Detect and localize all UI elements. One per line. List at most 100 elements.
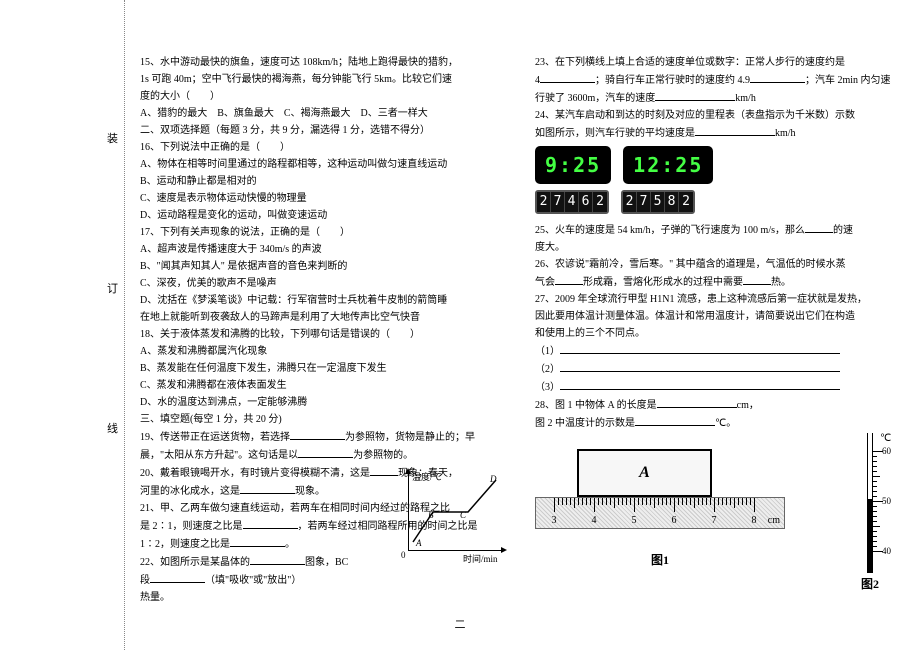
text: 是 2∶1，则速度之比是 xyxy=(140,521,243,532)
q16-opt: D、运动路程是变化的运动，叫做变速运动 xyxy=(140,208,505,224)
q18-opt: C、蒸发和沸腾都在液体表面发生 xyxy=(140,378,505,394)
q22: 段（填"吸收"或"放出"） xyxy=(140,572,370,589)
q16-opt: B、运动和静止都是相对的 xyxy=(140,174,505,190)
q18-opt: B、蒸发能在任何温度下发生，沸腾只在一定温度下发生 xyxy=(140,361,505,377)
q22: 热量。 xyxy=(140,590,370,606)
text: 形成霜，雪熔化形成水的过程中需要 xyxy=(583,277,743,288)
section-3-header: 三、填空题(每空 1 分，共 20 分) xyxy=(140,412,505,428)
q17-opt: A、超声波是传播速度大于 340m/s 的声波 xyxy=(140,242,505,258)
odo-digit: 7 xyxy=(551,192,565,212)
fill-blank[interactable] xyxy=(743,274,771,285)
text: 为参照物，货物是静止的；早 xyxy=(345,432,475,443)
fill-blank[interactable] xyxy=(695,125,775,136)
fill-blank[interactable] xyxy=(370,465,398,476)
text: 河里的冰化成水，这是 xyxy=(140,486,240,497)
q28: 28、图 1 中物体 A 的长度是cm， xyxy=(535,397,900,414)
ruler-unit: cm xyxy=(768,513,780,529)
right-column: 23、在下列横线上填上合适的速度单位或数字：正常人步行的速度约是 4；骑自行车正… xyxy=(535,55,900,607)
odo-digit: 2 xyxy=(537,192,551,212)
q19: 19、传送带正在运送货物，若选择 为参照物，货物是静止的；早 xyxy=(140,429,505,446)
q16-opt: A、物体在相等时间里通过的路程都相等，这种运动叫做匀速直线运动 xyxy=(140,157,505,173)
point-b: B xyxy=(428,510,434,520)
q19: 晨，"太阳从东方升起"。这句话是以为参照物的。 xyxy=(140,447,505,464)
curve-icon xyxy=(408,472,503,550)
thermometer-figure: ℃ 60 50 40 图2 xyxy=(840,433,900,593)
point-a: A xyxy=(416,538,422,548)
q23: 行驶了 3600m，汽车的速度 km/h xyxy=(535,90,900,107)
fill-blank[interactable] xyxy=(298,447,353,458)
fill-blank[interactable] xyxy=(560,361,840,372)
q24: 24、某汽车启动和到达的时刻及对应的里程表（表盘指示为千米数）示数 xyxy=(535,108,900,124)
odo-digit: 6 xyxy=(579,192,593,212)
q27: 因此要用体温计测量体温。体温计和常用温度计，请简要说出它们在构造 xyxy=(535,309,900,325)
ruler-number: 8 xyxy=(752,513,757,529)
fill-blank[interactable] xyxy=(750,72,805,83)
q18: 18、关于液体蒸发和沸腾的比较，下列哪句话是错误的（ ） xyxy=(140,327,505,343)
fill-blank[interactable] xyxy=(250,554,305,565)
text: ；骑自行车正常行驶时的速度约 4.9 xyxy=(595,75,750,86)
fill-blank[interactable] xyxy=(560,379,840,390)
fill-blank[interactable] xyxy=(540,72,595,83)
binding-char: 装 xyxy=(107,130,118,146)
q24: 如图所示，则汽车行驶的平均速度是km/h xyxy=(535,125,900,142)
q25: 25、火车的速度是 54 km/h，子弹的飞行速度为 100 m/s，那么 的速 xyxy=(535,222,900,239)
figure-2-label: 图2 xyxy=(840,575,900,594)
q18-opt: D、水的温度达到沸点，一定能够沸腾 xyxy=(140,395,505,411)
fill-blank[interactable] xyxy=(243,518,298,529)
ruler-number: 3 xyxy=(552,513,557,529)
q16: 16、下列说法中正确的是（ ） xyxy=(140,140,505,156)
q16-opt: C、速度是表示物体运动快慢的物理量 xyxy=(140,191,505,207)
odometer-start: 2 7 4 6 2 xyxy=(535,190,609,214)
fill-blank[interactable] xyxy=(805,222,833,233)
q23: 4；骑自行车正常行驶时的速度约 4.9；汽车 2min 内匀速 xyxy=(535,72,900,89)
fill-blank[interactable] xyxy=(655,90,735,101)
odo-digit: 5 xyxy=(651,192,665,212)
text: 25、火车的速度是 54 km/h，子弹的飞行速度为 100 m/s，那么 xyxy=(535,225,805,236)
ruler-number: 6 xyxy=(672,513,677,529)
odo-digit: 8 xyxy=(665,192,679,212)
text: 现象。 xyxy=(295,486,325,497)
block-a: A xyxy=(577,449,712,497)
text: 的速 xyxy=(833,225,853,236)
text: 行驶了 3600m，汽车的速度 xyxy=(535,93,655,104)
point-d: D xyxy=(490,474,497,484)
text: 热。 xyxy=(771,277,791,288)
text: 22、如图所示是某晶体的 xyxy=(140,557,250,568)
fill-blank[interactable] xyxy=(240,483,295,494)
odometer-end: 2 7 5 8 2 xyxy=(621,190,695,214)
fill-blank[interactable] xyxy=(290,429,345,440)
q26: 气会形成霜，雪熔化形成水的过程中需要热。 xyxy=(535,274,900,291)
fill-blank[interactable] xyxy=(635,415,715,426)
q27: 27、2009 年全球流行甲型 H1N1 流感，患上这种流感后第一症状就是发热， xyxy=(535,292,900,308)
thermo-num: 40 xyxy=(882,544,891,558)
fill-blank[interactable] xyxy=(657,397,737,408)
q27-3: （3） xyxy=(535,379,900,396)
thermo-mercury xyxy=(868,499,872,573)
q26: 26、农谚说"霜前冷，雪后寒。" 其中蕴含的道理是，气温低的时候水蒸 xyxy=(535,257,900,273)
section-2-header: 二、双项选择题（每题 3 分，共 9 分，漏选得 1 分，选错不得分） xyxy=(140,123,505,139)
q15-line: 15、水中游动最快的旗鱼，速度可达 108km/h；陆地上跑得最快的猎豹， xyxy=(140,55,505,71)
text: 图 2 中温度计的示数是 xyxy=(535,418,635,429)
text: （1） xyxy=(535,346,560,357)
odometers: 2 7 4 6 2 2 7 5 8 2 xyxy=(535,190,900,214)
q22: 22、如图所示是某晶体的图象，BC xyxy=(140,554,370,571)
fill-blank[interactable] xyxy=(230,536,285,547)
ruler-number: 4 xyxy=(592,513,597,529)
q28: 图 2 中温度计的示数是℃。 xyxy=(535,415,900,432)
ruler-ticks: 345678 xyxy=(536,498,784,528)
q15-line: 度的大小（ ） xyxy=(140,89,505,105)
text: 19、传送带正在运送货物，若选择 xyxy=(140,432,290,443)
lcd-start-time: 9:25 xyxy=(535,146,611,184)
ruler-figure: A 345678 cm xyxy=(535,439,785,549)
text: （2） xyxy=(535,364,560,375)
text: 20、戴着眼镜喝开水，有时镜片变得模糊不清，这是 xyxy=(140,468,370,479)
fill-blank[interactable] xyxy=(560,343,840,354)
fill-blank[interactable] xyxy=(150,572,205,583)
text: 。 xyxy=(285,539,295,550)
fill-blank[interactable] xyxy=(555,274,583,285)
text: 28、图 1 中物体 A 的长度是 xyxy=(535,400,657,411)
text: km/h xyxy=(775,128,796,139)
thermo-num: 50 xyxy=(882,494,891,508)
text: km/h xyxy=(735,93,756,104)
text: 晨，"太阳从东方升起"。这句话是以 xyxy=(140,450,298,461)
